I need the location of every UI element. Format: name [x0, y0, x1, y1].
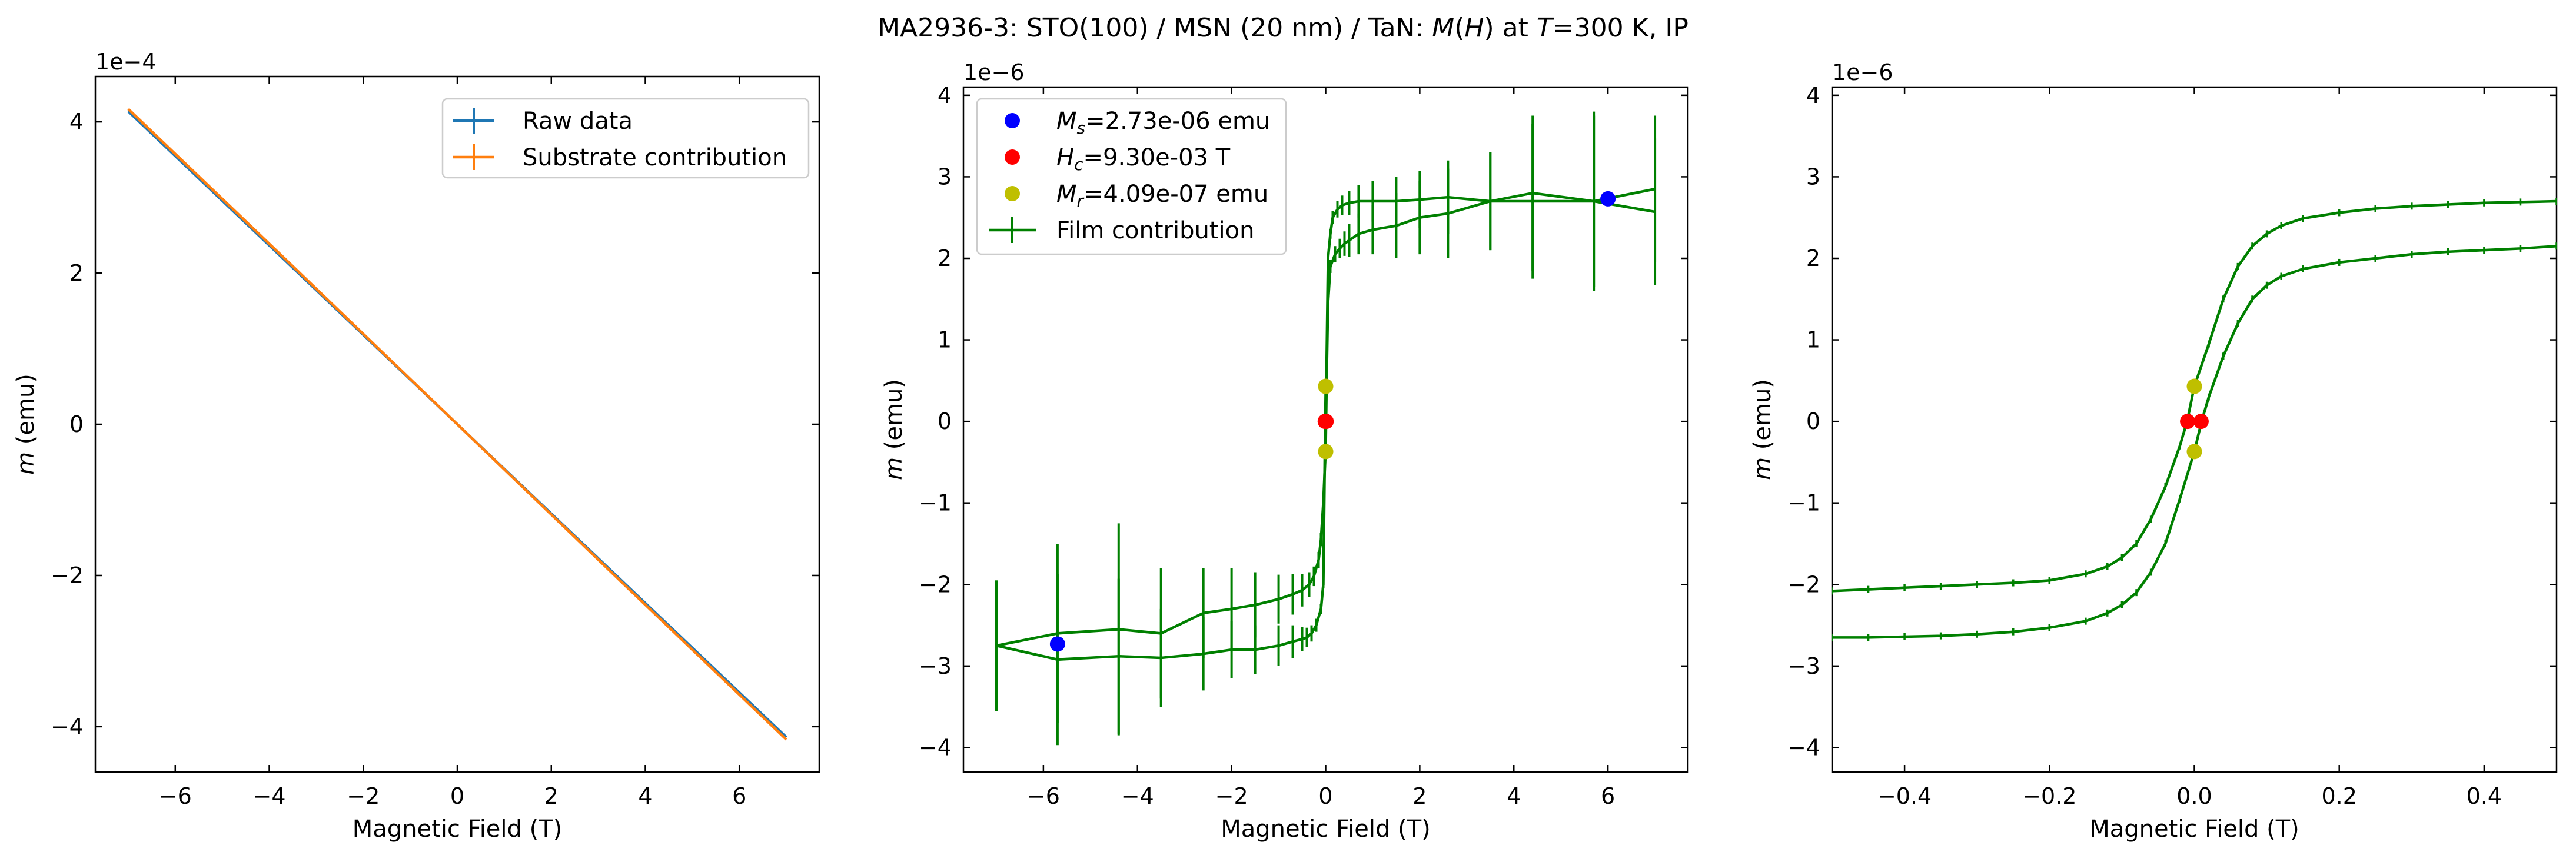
y-tick-label: −2	[919, 571, 952, 597]
marker-point	[2186, 378, 2202, 394]
y-tick-label: 2	[1806, 245, 1820, 271]
x-tick-label: −4	[1121, 783, 1154, 809]
marker-point	[1318, 378, 1334, 394]
x-tick-label: −4	[253, 783, 286, 809]
plot-area	[127, 108, 787, 741]
legend-label: Hc=9.30e-03 T	[1056, 144, 1231, 174]
legend-frame	[441, 98, 810, 179]
y-tick-label: 4	[938, 82, 952, 108]
x-axis-label: Magnetic Field (T)	[2089, 816, 2299, 843]
marker-point	[1318, 414, 1334, 430]
y-axis-label: m (emu)	[12, 374, 39, 475]
y-tick-label: 3	[938, 164, 952, 189]
x-tick-label: 0.2	[2321, 783, 2356, 809]
y-tick-label: −2	[1787, 571, 1820, 597]
x-tick-label: 6	[1601, 783, 1615, 809]
y-offset-label: 1e−4	[95, 49, 157, 75]
x-tick-label: −2	[347, 783, 380, 809]
y-tick-label: −2	[51, 563, 84, 588]
figure-title: MA2936-3: STO(100) / MSN (20 nm) / TaN: …	[877, 13, 1688, 43]
legend: Raw data Substrate contribution	[441, 98, 810, 179]
y-offset-label: 1e−6	[963, 59, 1025, 85]
x-tick-label: 0	[1318, 783, 1332, 809]
chart-panel-3: −0.4 −0.2 0.0 0.2 0.4 −4 −3 −2 −1 0 1 2 3 4 1e−6 Magnet…	[1749, 59, 2558, 843]
y-axis-label: m (emu)	[880, 379, 908, 480]
legend-label: Raw data	[523, 108, 633, 135]
plot-area	[995, 111, 1657, 746]
x-tick-label: 2	[1412, 783, 1427, 809]
y-tick-label: 0	[69, 411, 84, 437]
x-tick-label: 4	[638, 783, 652, 809]
marker-point	[1049, 636, 1065, 652]
plot-area	[1832, 198, 2557, 641]
y-tick-label: −3	[1787, 653, 1820, 679]
x-tick-label: −0.2	[2022, 783, 2076, 809]
x-axis-label: Magnetic Field (T)	[353, 816, 563, 843]
y-tick-label: −1	[1787, 490, 1820, 516]
y-tick-label: 4	[1806, 82, 1820, 108]
y-tick-label: 2	[938, 245, 952, 271]
x-tick-label: 0.0	[2176, 783, 2212, 809]
y-tick-label: −4	[1787, 734, 1820, 760]
series-line-1	[1832, 244, 2557, 639]
y-tick-label: 1	[938, 327, 952, 353]
x-tick-label: 0.4	[2467, 783, 2502, 809]
marker-point	[2180, 414, 2196, 430]
y-offset-label: 1e−6	[1832, 59, 1893, 85]
y-tick-label: 4	[69, 109, 84, 135]
marker-point	[2186, 444, 2202, 460]
x-axis-label: Magnetic Field (T)	[1221, 816, 1431, 843]
x-tick-label: −0.4	[1877, 783, 1932, 809]
axes-frame	[1831, 86, 2558, 773]
legend-marker	[1005, 113, 1020, 128]
marker-point	[1318, 444, 1334, 460]
y-tick-label: −4	[919, 734, 952, 760]
chart-panel-2: −6 −4 −2 0 2 4 6 −4 −3 −2 −1 0 1 2 3 4 1e−6 Magnetic Fiel…	[880, 59, 1689, 843]
x-tick-label: 4	[1507, 783, 1521, 809]
y-tick-label: 0	[1806, 408, 1820, 434]
series-line-2	[127, 108, 787, 741]
y-tick-label: 2	[69, 260, 84, 286]
legend-marker	[1005, 186, 1020, 201]
y-tick-label: 1	[1806, 327, 1820, 353]
chart-panel-1: −6 −4 −2 0 2 4 6 −4 −2 0 2 4 1e−4 Magnetic Field (T) m…	[12, 49, 820, 843]
legend-marker	[1005, 149, 1020, 165]
y-tick-label: 3	[1806, 164, 1820, 189]
x-tick-label: 0	[450, 783, 464, 809]
legend: Ms=2.73e-06 emu Hc=9.30e-03 T Mr=4.09e-07 …	[976, 98, 1287, 255]
legend-label: Film contribution	[1056, 217, 1254, 244]
x-tick-label: 6	[732, 783, 746, 809]
series-line-2	[1832, 199, 2557, 593]
y-axis-label: m (emu)	[1749, 379, 1776, 480]
legend-label: Ms=2.73e-06 emu	[1056, 108, 1270, 138]
x-tick-label: −6	[1027, 783, 1060, 809]
x-tick-label: −6	[159, 783, 192, 809]
y-tick-label: −1	[919, 490, 952, 516]
y-tick-label: 0	[938, 408, 952, 434]
x-tick-label: −2	[1215, 783, 1248, 809]
legend-label: Mr=4.09e-07 emu	[1056, 181, 1268, 211]
legend-frame	[976, 98, 1287, 255]
legend-label: Substrate contribution	[523, 144, 787, 171]
y-tick-label: −4	[51, 714, 84, 740]
y-tick-label: −3	[919, 653, 952, 679]
marker-point	[2193, 414, 2209, 430]
x-tick-label: 2	[544, 783, 559, 809]
marker-point	[1600, 191, 1616, 207]
